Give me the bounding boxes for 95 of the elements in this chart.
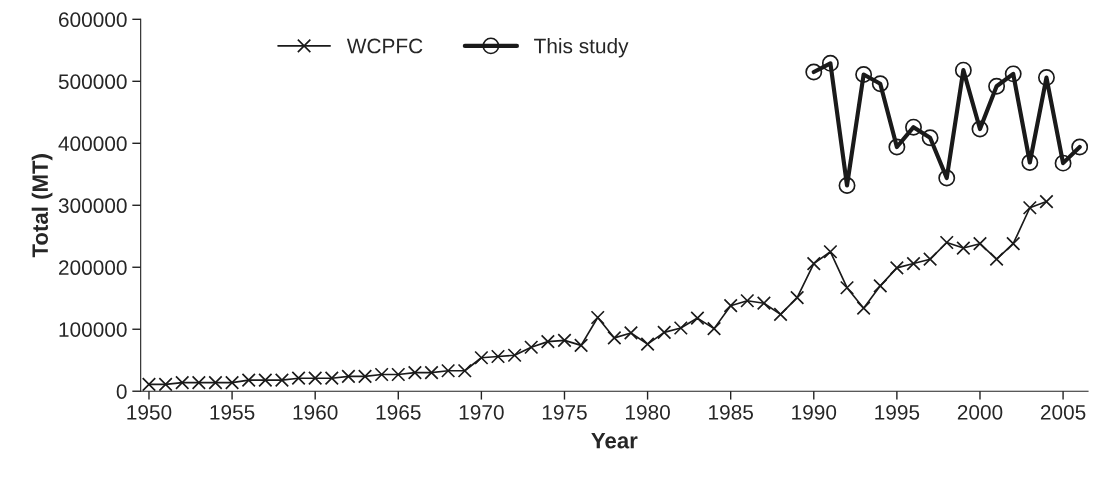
x-tick-label: 1995 [875,404,920,420]
point [1006,236,1021,251]
x-tick-label: 1975 [542,404,587,420]
point [1021,154,1039,171]
point [706,321,722,336]
x-tick-label: 1955 [210,404,255,420]
point [906,256,921,271]
point [723,298,738,313]
x-tick-label: 1980 [626,404,670,420]
point [607,330,622,346]
point [839,280,855,295]
point [971,120,989,138]
point [291,371,306,386]
point [1039,194,1054,209]
point [806,256,821,271]
point [457,363,472,378]
point [208,375,223,390]
x-tick-label: 1960 [293,404,338,420]
point [773,307,788,322]
point [838,176,856,194]
point [889,260,904,275]
point [939,235,954,250]
point [175,375,190,390]
point [956,240,971,256]
point [1037,69,1055,87]
x-axis-title: Year [591,432,638,449]
y-tick-label: 300000 [58,198,127,214]
point [341,369,356,384]
point [823,244,838,259]
point [590,310,605,325]
y-tick-label: 200000 [59,260,127,276]
point [258,372,273,388]
point [888,138,906,156]
point [557,333,572,348]
point [1054,154,1072,172]
y-axis-title: Total (MT) [31,154,53,258]
point [1022,200,1037,215]
point [805,63,823,81]
point [972,236,988,251]
point [507,348,522,363]
point [540,334,555,349]
point [407,365,422,380]
point [740,293,755,308]
x-tick-label: 1985 [709,404,753,420]
point [474,350,489,365]
point [357,369,373,384]
point [873,278,888,293]
point [623,325,639,341]
point [574,338,589,353]
y-tick-label: 100000 [59,322,127,337]
point [673,320,688,336]
point [191,375,206,390]
point [141,377,157,392]
point [158,377,173,392]
point [640,337,655,352]
legend-label: This study [534,38,629,58]
point [954,61,972,79]
point [938,169,956,187]
point [989,252,1004,267]
x-tick-label: 1965 [376,404,421,420]
point [1071,138,1089,156]
point [756,296,772,311]
point [690,311,705,326]
point [224,375,240,390]
point [324,371,339,386]
y-tick-label: 0 [116,384,127,399]
point [871,75,889,93]
y-tick-label: 400000 [58,136,127,152]
x-tick-label: 1950 [127,404,172,420]
point [790,290,805,305]
point [274,372,290,388]
point [424,365,439,380]
point [308,371,323,386]
point [923,252,938,267]
point [855,66,873,83]
point [391,367,406,382]
point [1004,65,1022,83]
y-tick-label: 500000 [58,74,127,90]
x-tick-label: 1990 [792,404,837,420]
point [821,54,839,72]
x-tick-label: 2000 [957,404,1003,420]
point [524,340,539,355]
point [241,372,256,388]
y-tick-label: 600000 [59,12,127,28]
x-tick-label: 1970 [459,404,504,420]
point [856,301,871,316]
point [905,118,922,136]
point [374,367,389,382]
legend-label: WCPFC [346,38,423,54]
point [921,129,939,147]
point [441,363,456,378]
point [490,349,506,364]
point [657,325,672,340]
point [988,77,1006,95]
x-tick-label: 2005 [1040,404,1086,420]
